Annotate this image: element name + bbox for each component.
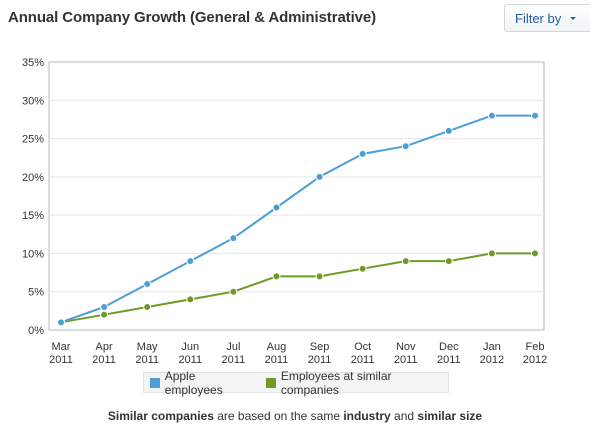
x-tick-label: Oct 2011 <box>351 341 375 366</box>
data-point[interactable] <box>57 318 65 327</box>
legend: Apple employees Employees at similar com… <box>143 369 449 397</box>
data-point[interactable] <box>531 111 539 120</box>
y-tick-label: 35% <box>22 57 44 69</box>
legend-item-apple[interactable]: Apple employees <box>150 369 254 397</box>
footnote-bold-similar-companies: Similar companies <box>107 409 214 423</box>
y-tick-label: 5% <box>28 287 44 299</box>
footnote-text-2: and <box>390 409 418 423</box>
y-tick-label: 0% <box>28 325 44 337</box>
data-point[interactable] <box>272 272 281 281</box>
line-chart: 0% 5% 10% 15% 20% 25% 30% 35% Mar 2011 Apr 2011 May… <box>22 57 547 366</box>
filter-label: Filter by <box>515 10 562 26</box>
series-points <box>57 111 539 327</box>
x-tick-label: Dec 2011 <box>437 341 461 366</box>
data-point[interactable] <box>100 310 109 319</box>
x-tick-label: Sep 2011 <box>308 341 332 366</box>
legend-swatch-similar <box>266 377 276 388</box>
series-line-0 <box>60 114 535 324</box>
data-point[interactable] <box>401 142 410 151</box>
y-tick-label: 15% <box>22 210 44 222</box>
data-point[interactable] <box>186 257 195 266</box>
y-tick-label: 30% <box>22 95 44 107</box>
y-axis-ticks: 0% 5% 10% 15% 20% 25% 30% 35% <box>22 57 44 337</box>
x-tick-label: Feb 2012 <box>523 341 547 366</box>
y-tick-label: 20% <box>22 172 44 184</box>
x-tick-label: Apr 2011 <box>92 341 116 366</box>
footnote-text-1: are based on the same <box>213 409 344 423</box>
footnote-bold-industry: industry <box>343 409 391 423</box>
data-point[interactable] <box>143 280 152 289</box>
chevron-down-icon <box>570 16 577 20</box>
x-tick-label: Jul 2011 <box>222 341 246 366</box>
series-line-1 <box>60 252 535 324</box>
chart-title: Annual Company Growth (General & Adminis… <box>8 9 377 26</box>
data-point[interactable] <box>186 295 195 304</box>
x-tick-label: Mar 2011 <box>49 341 73 366</box>
filter-dropdown-button[interactable]: Filter by <box>504 4 590 32</box>
y-tick-label: 25% <box>22 134 44 146</box>
footnote: Similar companies are based on the same … <box>0 409 590 423</box>
data-point[interactable] <box>100 303 109 312</box>
data-point[interactable] <box>444 126 453 135</box>
data-point[interactable] <box>272 203 281 212</box>
series-lines <box>60 114 535 324</box>
x-axis-ticks: Mar 2011 Apr 2011 May 2011 Jun 2011 Jul 2011 Aug 20… <box>49 341 547 366</box>
data-point[interactable] <box>143 303 152 312</box>
data-point[interactable] <box>487 111 496 120</box>
grid-lines <box>49 99 544 293</box>
plot-area <box>48 61 545 331</box>
legend-label-apple: Apple employees <box>164 368 223 397</box>
legend-label-similar: Employees at similar companies <box>280 368 392 397</box>
data-point[interactable] <box>358 264 367 273</box>
data-point[interactable] <box>358 149 367 158</box>
footnote-bold-similar-size: similar size <box>417 409 483 423</box>
data-point[interactable] <box>531 249 539 258</box>
legend-swatch-apple <box>150 377 160 388</box>
data-point[interactable] <box>487 249 496 258</box>
data-point[interactable] <box>444 257 453 266</box>
x-tick-label: Jun 2011 <box>178 341 202 366</box>
data-point[interactable] <box>315 272 324 281</box>
x-tick-label: Jan 2012 <box>480 341 504 366</box>
x-tick-label: Aug 2011 <box>265 341 289 366</box>
data-point[interactable] <box>315 172 324 181</box>
data-point[interactable] <box>229 287 238 296</box>
data-point[interactable] <box>401 257 410 266</box>
data-point[interactable] <box>229 234 238 243</box>
x-tick-label: Nov 2011 <box>394 341 418 366</box>
y-tick-label: 10% <box>22 248 44 260</box>
legend-item-similar[interactable]: Employees at similar companies <box>266 369 448 397</box>
x-tick-label: May 2011 <box>135 341 159 366</box>
